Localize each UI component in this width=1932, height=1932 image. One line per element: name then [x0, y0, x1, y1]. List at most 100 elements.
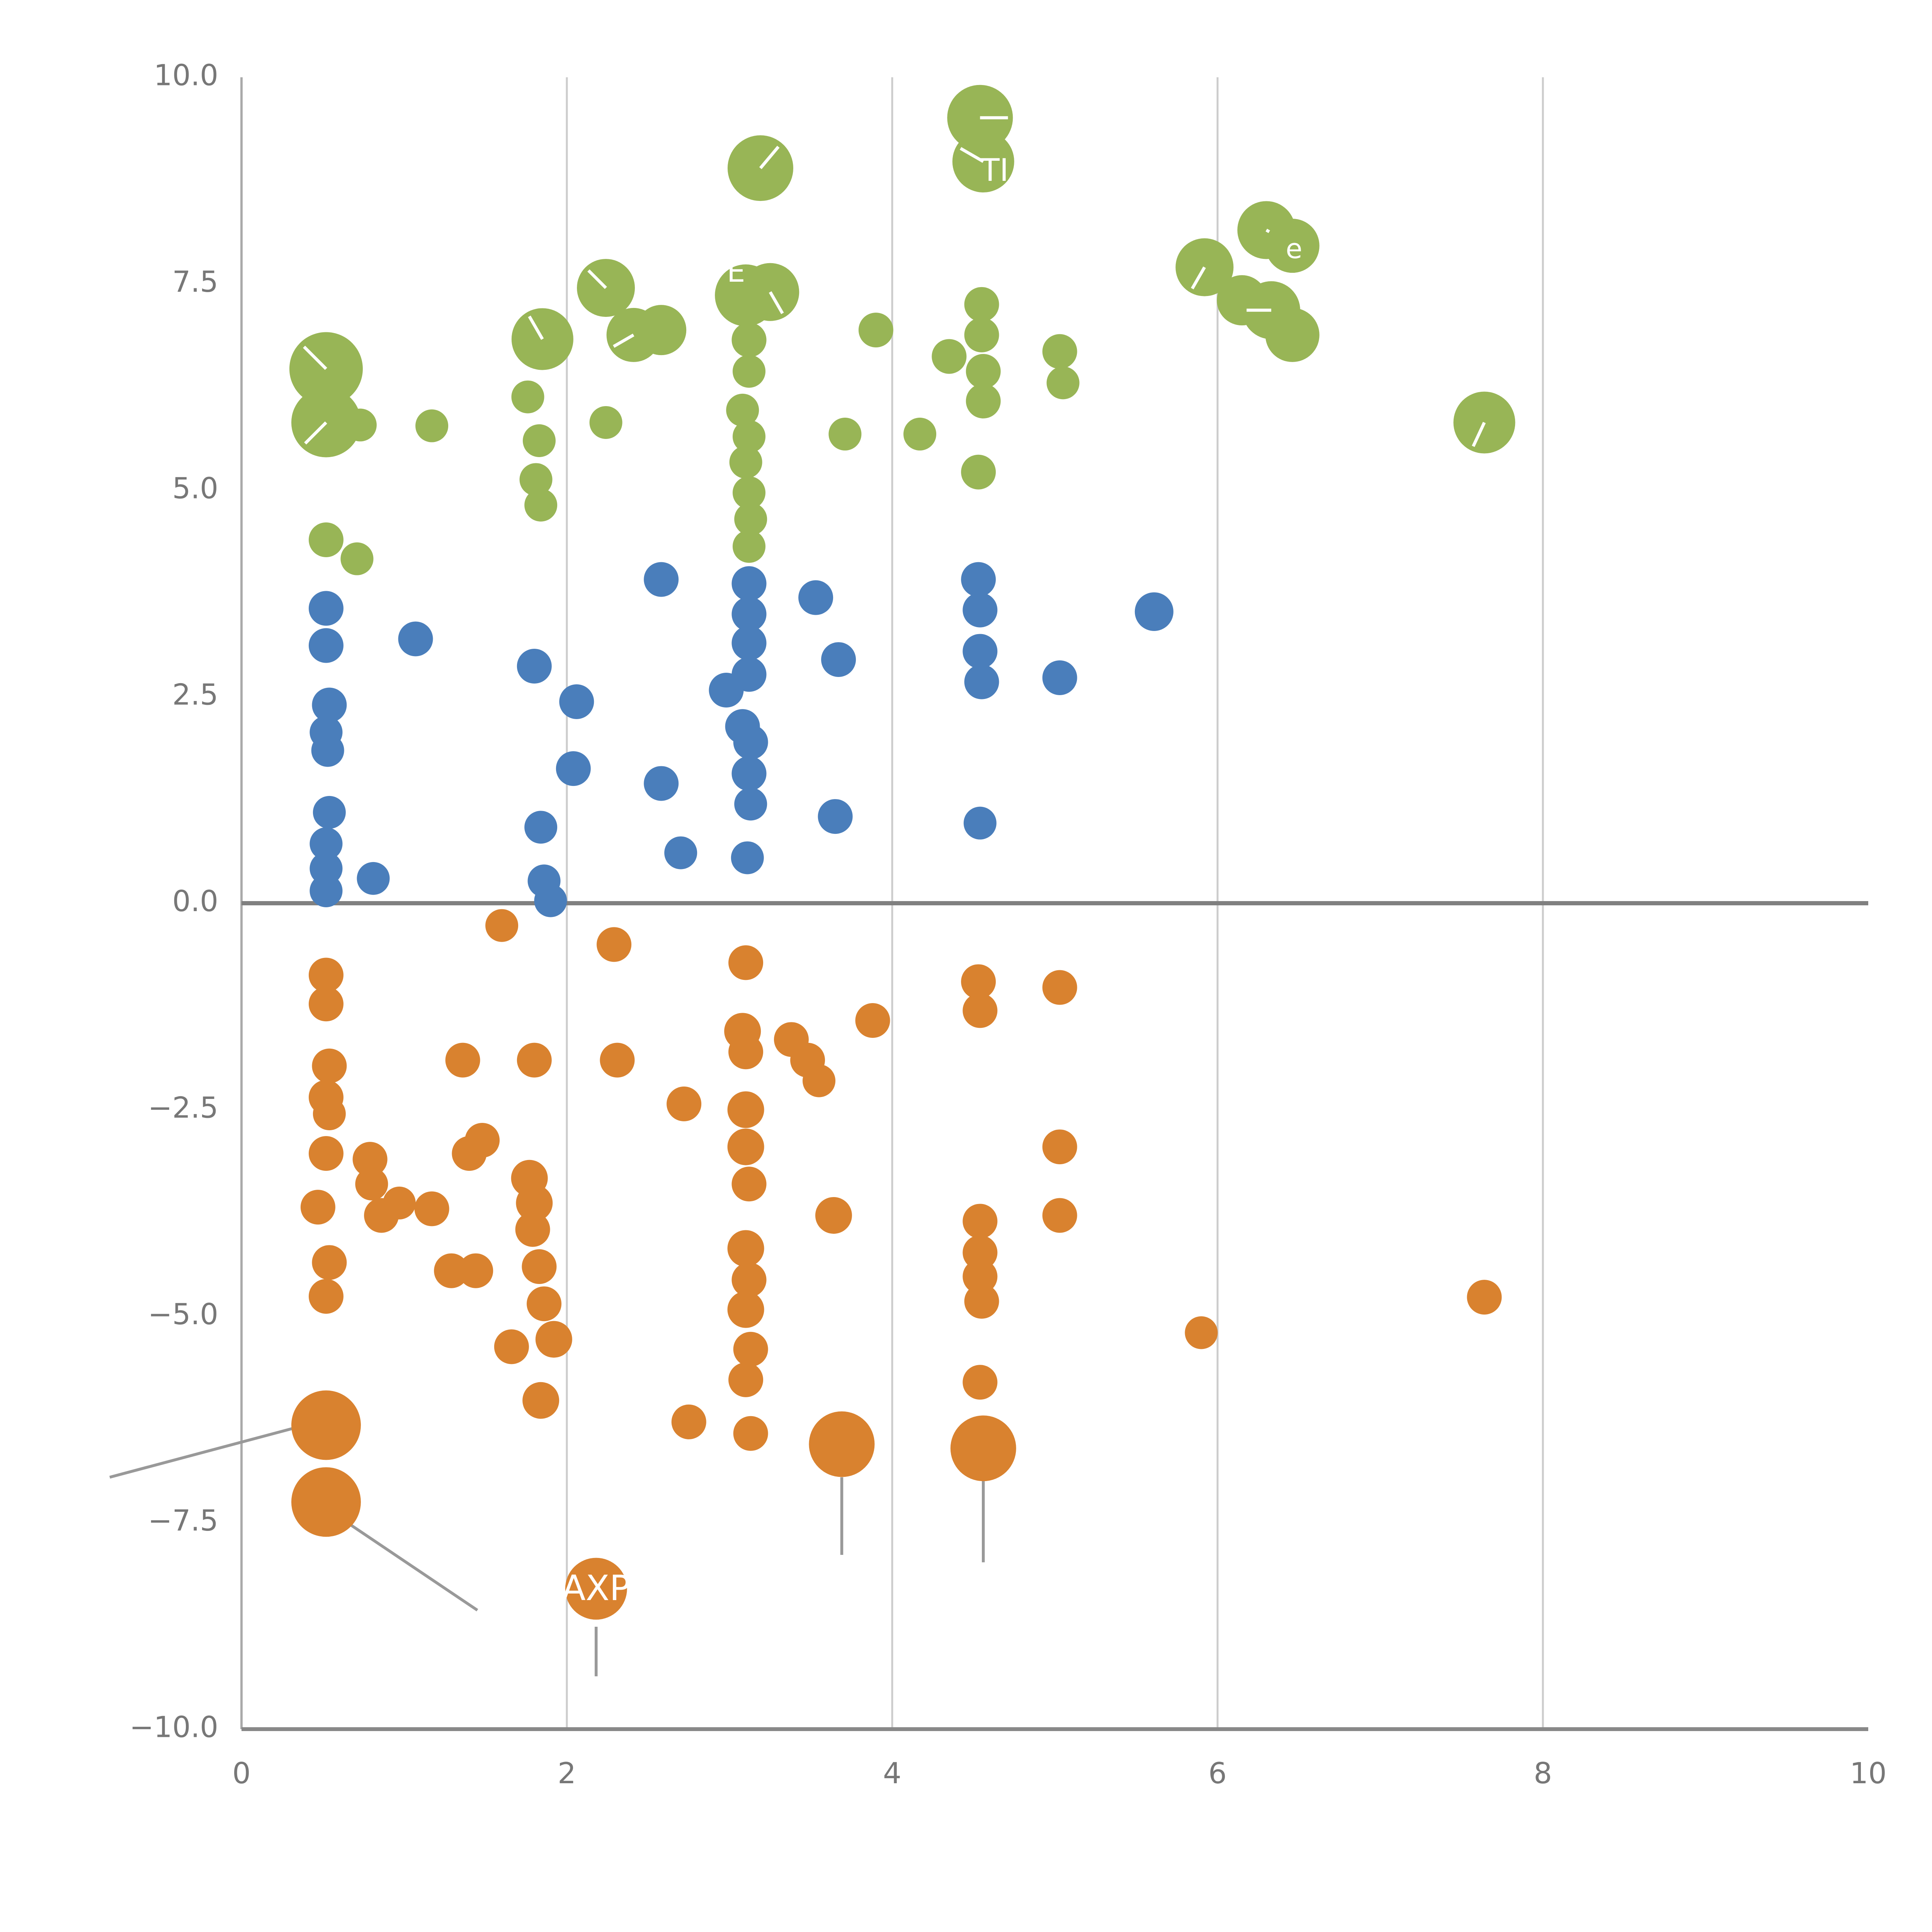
scatter-point — [291, 1390, 361, 1460]
scatter-point — [964, 664, 999, 699]
scatter-point — [312, 1048, 347, 1083]
scatter-point — [310, 874, 343, 907]
scatter-point — [727, 1091, 764, 1128]
scatter-point — [310, 827, 343, 861]
scatter-point — [964, 287, 999, 322]
scatter-point — [728, 1362, 764, 1397]
scatter-point — [821, 642, 856, 677]
scatter-point — [589, 406, 622, 439]
scatter-point — [964, 1284, 999, 1319]
scatter-point — [932, 339, 967, 374]
scatter-point — [963, 806, 997, 840]
x-tick-label: 6 — [1208, 1756, 1227, 1790]
scatter-point — [312, 687, 347, 723]
scatter-point — [1265, 308, 1320, 362]
bubble-hand — [769, 291, 784, 314]
scatter-point — [308, 986, 344, 1022]
y-tick-label: −2.5 — [148, 1090, 218, 1124]
scatter-point — [516, 1184, 553, 1221]
scatter-point — [855, 1003, 890, 1038]
y-tick-label: 10.0 — [154, 58, 218, 92]
scatter-point — [344, 408, 377, 442]
bubble-hand — [1190, 266, 1206, 289]
y-tick-label: 5.0 — [172, 471, 218, 505]
scatter-point — [1042, 334, 1077, 369]
scatter-point — [903, 417, 937, 451]
scatter-point — [600, 1043, 635, 1078]
scatter-point — [961, 964, 996, 999]
bubble-hand — [613, 333, 634, 348]
scatter-point — [733, 724, 768, 760]
scatter-point — [803, 1064, 836, 1097]
scatter-point — [731, 756, 767, 791]
scatter-point — [963, 1235, 998, 1270]
scatter-point — [494, 1329, 529, 1364]
scatter-point — [731, 1262, 767, 1298]
scatter-point — [1042, 660, 1077, 695]
x-tick-label: 0 — [232, 1756, 251, 1790]
x-tick-label: 10 — [1850, 1756, 1886, 1790]
scatter-point — [731, 1167, 767, 1202]
y-tick-label: 2.5 — [172, 678, 218, 712]
scatter-point — [522, 424, 556, 457]
scatter-point — [963, 592, 998, 628]
scatter-point — [340, 542, 374, 575]
bubble-hand — [587, 269, 607, 289]
scatter-point — [950, 1415, 1016, 1481]
scatter-point — [733, 530, 766, 563]
scatter-point — [733, 355, 766, 388]
scatter-point — [727, 1230, 764, 1267]
scatter-point — [729, 446, 762, 479]
scatter-point — [535, 1321, 572, 1358]
scatter-point — [398, 621, 433, 656]
scatter-point — [313, 796, 346, 829]
y-tick-label: 7.5 — [172, 265, 218, 299]
scatter-point — [458, 1253, 493, 1288]
scatter-point — [667, 1086, 702, 1121]
scatter-point — [798, 580, 833, 615]
scatter-point — [522, 1382, 560, 1419]
scatter-point — [522, 1249, 557, 1284]
scatter-point — [733, 1416, 768, 1451]
scatter-point — [308, 957, 344, 993]
scatter-point — [818, 799, 853, 834]
scatter-point — [644, 766, 679, 801]
scatter-point — [731, 657, 767, 692]
scatter-point — [731, 626, 767, 661]
y-tick-label: 0.0 — [172, 884, 218, 918]
scatter-point — [858, 313, 893, 348]
scatter-point — [1046, 366, 1080, 400]
scatter-point — [733, 476, 766, 509]
scatter-point — [1185, 1316, 1218, 1349]
scatter-point — [434, 1253, 469, 1288]
scatter-point — [966, 383, 1001, 418]
scatter-point — [352, 1142, 388, 1177]
scatter-point — [961, 562, 996, 597]
scatter-point — [517, 649, 552, 684]
bubble-label: e — [1286, 233, 1302, 265]
scatter-point — [964, 317, 999, 352]
y-tick-label: −10.0 — [129, 1710, 218, 1744]
scatter-point — [1042, 1198, 1077, 1233]
scatter-point — [308, 591, 344, 626]
scatter-point — [731, 322, 767, 357]
leader-line — [109, 1423, 306, 1479]
scatter-point — [308, 628, 344, 663]
bubble-label: TI — [980, 152, 1009, 188]
scatter-point — [809, 1411, 875, 1477]
scatter-point — [731, 597, 767, 632]
scatter-point — [961, 454, 996, 490]
scatter-point — [313, 1097, 346, 1131]
scatter-point — [963, 634, 998, 669]
scatter-point — [815, 1197, 852, 1234]
scatter-point — [1265, 219, 1320, 273]
bubble-hand — [759, 146, 780, 169]
scatter-point — [517, 1043, 552, 1078]
scatter-point — [383, 1186, 416, 1219]
scatter-point — [963, 1204, 998, 1239]
scatter-point — [966, 354, 1001, 389]
bubble-label: AXP — [562, 1568, 631, 1609]
x-tick-label: 2 — [558, 1756, 576, 1790]
scatter-point — [963, 993, 998, 1028]
scatter-point — [734, 787, 767, 821]
